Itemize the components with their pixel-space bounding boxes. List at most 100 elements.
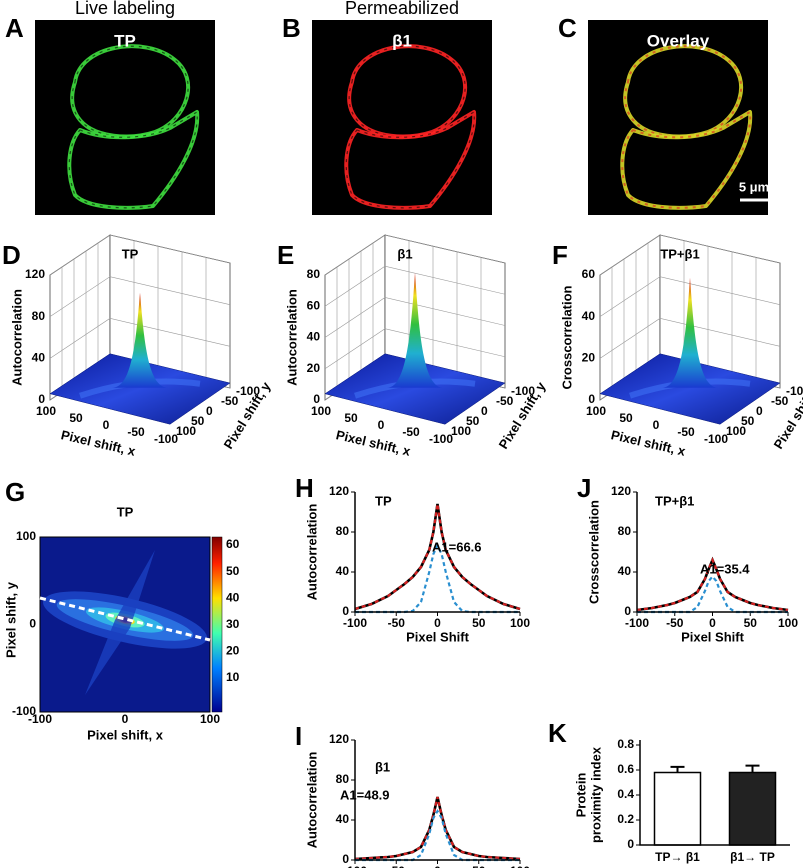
x-tick-label: 0 (653, 418, 660, 432)
colorbar-tick-label: 20 (226, 644, 240, 658)
z-tick-label: 0 (38, 392, 45, 406)
surface-floor (49, 353, 231, 425)
x-tick-label: 100 (36, 404, 56, 418)
x-tick-label: β1→ TP (730, 850, 775, 864)
surface-peak (112, 292, 168, 388)
panel-letter: F (552, 240, 568, 270)
panel-letter: C (558, 13, 577, 43)
series-line (636, 557, 789, 612)
x-tick-label: -50 (402, 425, 420, 439)
y-tick-label: 0 (481, 404, 488, 418)
y-tick-label: 0 (756, 404, 763, 418)
y-tick-label: 0 (342, 852, 349, 866)
y-tick-label: -50 (496, 394, 514, 408)
z-axis-label: Autocorrelation (9, 289, 24, 386)
wall-grid (324, 328, 506, 369)
series-line (354, 503, 521, 611)
y-tick-label: 100 (726, 424, 746, 438)
cells (620, 44, 753, 210)
x-tick-label: 100 (510, 864, 530, 868)
panel-letter: D (2, 240, 21, 270)
x-tick-label: -100 (704, 432, 728, 446)
x-tick-label: 50 (472, 864, 486, 868)
x-tick-label: 50 (744, 616, 758, 630)
z-tick-label: 120 (25, 267, 45, 281)
x-tick-label: 50 (344, 411, 358, 425)
y-tick-label: 50 (191, 414, 205, 428)
annotation: A1=66.6 (432, 539, 482, 554)
cells (67, 44, 200, 210)
panel-letter: A (5, 13, 24, 43)
wall-grid (599, 276, 781, 317)
x-tick-label: -50 (388, 616, 406, 630)
x-tick-label: 0 (434, 864, 441, 868)
z-tick-label: 60 (307, 298, 321, 312)
bar (728, 771, 777, 846)
z-axis-label: Crosscorrelation (559, 285, 574, 389)
y-tick-label: 40 (336, 812, 350, 826)
z-tick-label: 40 (32, 351, 46, 365)
wall-grid (49, 234, 231, 276)
series-line (354, 796, 521, 861)
wall-grid (324, 234, 506, 276)
cells (344, 44, 477, 210)
panel-letter: B (282, 13, 301, 43)
x-tick-label: -50 (127, 425, 145, 439)
y-axis-label: Crosscorrelation (586, 500, 601, 604)
y-tick-label: 100 (16, 529, 36, 543)
y-tick-label: -100 (236, 384, 260, 398)
y-tick-label: 0 (627, 837, 634, 851)
annotation: A1=35.4 (700, 561, 750, 576)
x-tick-label: 100 (778, 616, 798, 630)
panel-title: β1 (397, 246, 412, 261)
x-tick-label: 100 (200, 712, 220, 726)
panel-letter: H (295, 473, 314, 503)
y-axis-label: proximity index (588, 746, 603, 843)
cell-outline (623, 44, 744, 139)
y-tick-label: 40 (336, 564, 350, 578)
cell-outline-texture (345, 111, 475, 209)
y-tick-label: 0.2 (617, 812, 634, 826)
x-tick-label: -100 (625, 616, 649, 630)
z-tick-label: 20 (582, 351, 596, 365)
x-axis-label: Pixel shift, x (87, 727, 164, 742)
x-tick-label: -100 (343, 616, 367, 630)
cell-outline (70, 44, 191, 139)
z-tick-label: 0 (588, 392, 595, 406)
y-tick-label: 0 (206, 404, 213, 418)
x-tick-label: TP→ β1 (655, 850, 700, 864)
x-axis-label: Pixel shift, x (335, 427, 413, 459)
contour-arm (85, 550, 155, 695)
x-tick-label: 0 (122, 712, 129, 726)
colorbar (211, 536, 223, 713)
y-tick-label: 0.4 (617, 787, 634, 801)
image-label: β1 (392, 31, 412, 50)
wall-grid (599, 234, 781, 276)
bar (653, 771, 702, 846)
y-tick-label: 0.8 (617, 737, 634, 751)
z-tick-label: 20 (307, 361, 321, 375)
y-tick-label: -100 (786, 384, 803, 398)
axes (639, 740, 790, 846)
surface-peak (662, 277, 718, 388)
x-axis-label: Pixel Shift (681, 629, 745, 644)
x-tick-label: -50 (388, 864, 406, 868)
y-tick-label: 80 (336, 772, 350, 786)
y-axis-label: Protein (573, 773, 588, 818)
x-tick-label: -100 (154, 432, 178, 446)
image-label: Overlay (647, 31, 710, 50)
wall-grid (324, 297, 506, 338)
y-tick-label: 50 (741, 414, 755, 428)
x-tick-label: 0 (709, 616, 716, 630)
panel-letter: K (548, 718, 567, 748)
series-line (354, 796, 521, 861)
panel-letter: G (5, 477, 25, 507)
x-tick-label: 0 (103, 418, 110, 432)
x-axis-label: Pixel shift, x (60, 427, 138, 459)
colorbar-tick-label: 30 (226, 617, 240, 631)
x-tick-label: 50 (472, 616, 486, 630)
y-tick-label: 0 (624, 604, 631, 618)
y-tick-label: 120 (611, 484, 631, 498)
axes (636, 492, 788, 613)
wall-grid (49, 276, 231, 317)
